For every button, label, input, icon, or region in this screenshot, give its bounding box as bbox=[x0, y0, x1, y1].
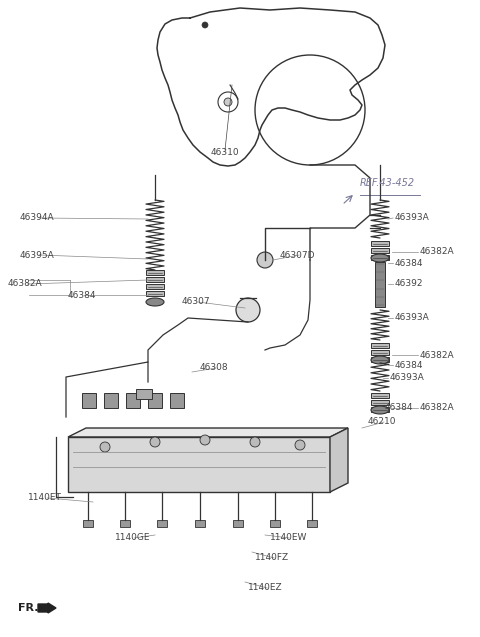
Text: FR.: FR. bbox=[18, 603, 38, 613]
Polygon shape bbox=[330, 428, 348, 492]
Bar bbox=[371, 407, 389, 412]
Bar bbox=[233, 520, 243, 527]
Bar bbox=[371, 248, 389, 253]
Text: 1140GE: 1140GE bbox=[115, 534, 151, 543]
Bar bbox=[104, 393, 118, 408]
Text: 46384: 46384 bbox=[395, 259, 423, 268]
Text: 46382A: 46382A bbox=[420, 248, 455, 257]
Bar bbox=[83, 520, 93, 527]
Text: 46393A: 46393A bbox=[390, 373, 425, 382]
Circle shape bbox=[250, 437, 260, 447]
Circle shape bbox=[202, 22, 208, 28]
Bar bbox=[371, 400, 389, 405]
Text: 46393A: 46393A bbox=[395, 313, 430, 322]
Text: 1140EW: 1140EW bbox=[270, 534, 307, 543]
Bar bbox=[146, 291, 164, 296]
Ellipse shape bbox=[146, 298, 164, 306]
Text: 1140ET: 1140ET bbox=[28, 494, 62, 503]
Bar bbox=[146, 277, 164, 282]
Text: 46307: 46307 bbox=[182, 297, 211, 306]
Bar bbox=[371, 343, 389, 348]
Circle shape bbox=[236, 298, 260, 322]
Circle shape bbox=[150, 437, 160, 447]
Text: 1140EZ: 1140EZ bbox=[248, 583, 283, 592]
Circle shape bbox=[224, 98, 232, 106]
Text: 46392: 46392 bbox=[395, 280, 423, 289]
Bar bbox=[371, 357, 389, 362]
Circle shape bbox=[257, 252, 273, 268]
Text: 46307D: 46307D bbox=[280, 250, 315, 259]
Bar bbox=[146, 284, 164, 289]
Bar bbox=[371, 255, 389, 260]
Bar bbox=[270, 520, 280, 527]
Bar bbox=[126, 393, 140, 408]
Text: 46395A: 46395A bbox=[20, 250, 55, 259]
Bar bbox=[136, 389, 152, 399]
Polygon shape bbox=[68, 437, 330, 492]
Bar bbox=[371, 241, 389, 246]
Ellipse shape bbox=[371, 406, 389, 414]
Text: 46384: 46384 bbox=[395, 361, 423, 369]
Text: 46210: 46210 bbox=[368, 417, 396, 427]
Text: 46382A: 46382A bbox=[420, 350, 455, 359]
Bar bbox=[375, 262, 385, 307]
Bar bbox=[120, 520, 130, 527]
Bar bbox=[371, 350, 389, 355]
Text: 46394A: 46394A bbox=[20, 213, 55, 222]
Bar bbox=[195, 520, 205, 527]
Text: 46308: 46308 bbox=[200, 364, 228, 373]
Bar bbox=[82, 393, 96, 408]
Bar bbox=[146, 270, 164, 275]
Circle shape bbox=[295, 440, 305, 450]
FancyArrow shape bbox=[38, 603, 56, 613]
Circle shape bbox=[200, 435, 210, 445]
Text: 46384: 46384 bbox=[68, 290, 96, 299]
Ellipse shape bbox=[371, 254, 389, 262]
Text: 1140FZ: 1140FZ bbox=[255, 554, 289, 562]
Text: 46384: 46384 bbox=[385, 403, 413, 413]
Bar bbox=[148, 393, 162, 408]
Text: REF.43-452: REF.43-452 bbox=[360, 178, 415, 188]
Text: 46382A: 46382A bbox=[8, 280, 43, 289]
Ellipse shape bbox=[371, 356, 389, 364]
Text: 46393A: 46393A bbox=[395, 213, 430, 222]
Bar bbox=[307, 520, 317, 527]
Text: 46310: 46310 bbox=[211, 148, 240, 157]
Text: 46382A: 46382A bbox=[420, 403, 455, 413]
Polygon shape bbox=[68, 428, 348, 437]
Bar bbox=[170, 393, 184, 408]
Bar bbox=[157, 520, 167, 527]
Bar bbox=[371, 393, 389, 398]
Circle shape bbox=[100, 442, 110, 452]
